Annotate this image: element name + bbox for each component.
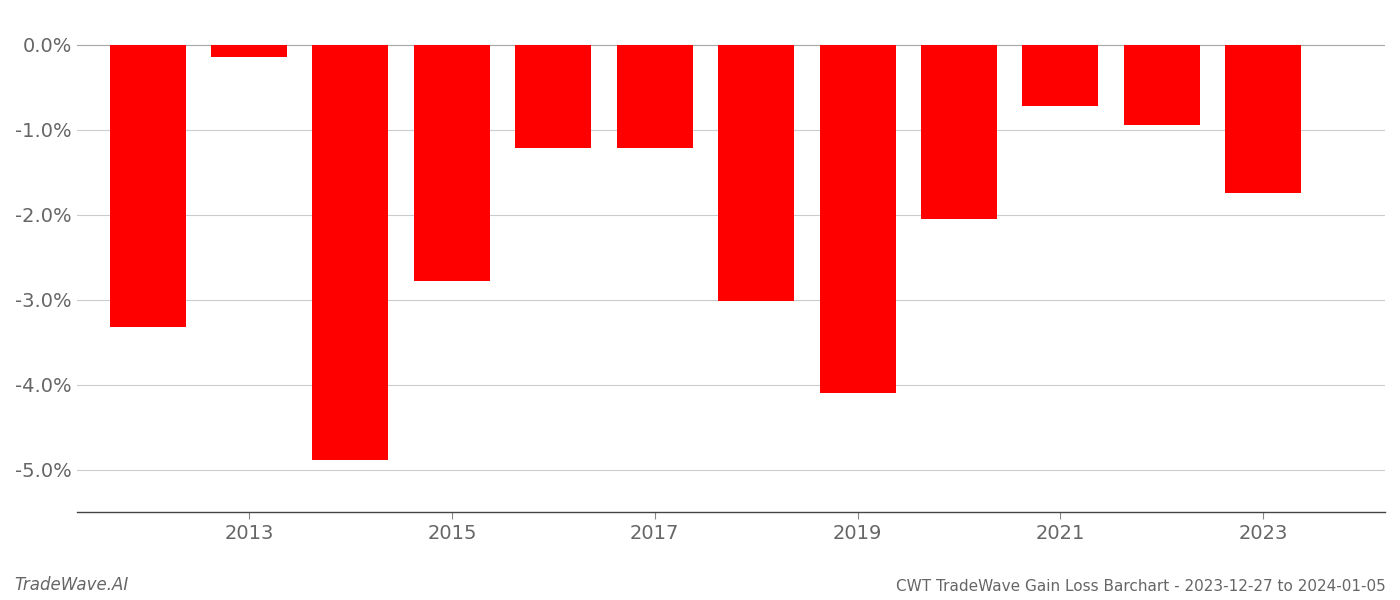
Bar — [718, 45, 794, 301]
Bar — [109, 45, 186, 327]
Bar — [819, 45, 896, 393]
Bar — [617, 45, 693, 148]
Bar — [515, 45, 591, 148]
Bar — [312, 45, 388, 460]
Bar — [211, 45, 287, 58]
Bar — [921, 45, 997, 219]
Bar — [414, 45, 490, 281]
Bar — [1225, 45, 1302, 193]
Bar — [1124, 45, 1200, 125]
Bar — [1022, 45, 1099, 106]
Text: TradeWave.AI: TradeWave.AI — [14, 576, 129, 594]
Text: CWT TradeWave Gain Loss Barchart - 2023-12-27 to 2024-01-05: CWT TradeWave Gain Loss Barchart - 2023-… — [896, 579, 1386, 594]
